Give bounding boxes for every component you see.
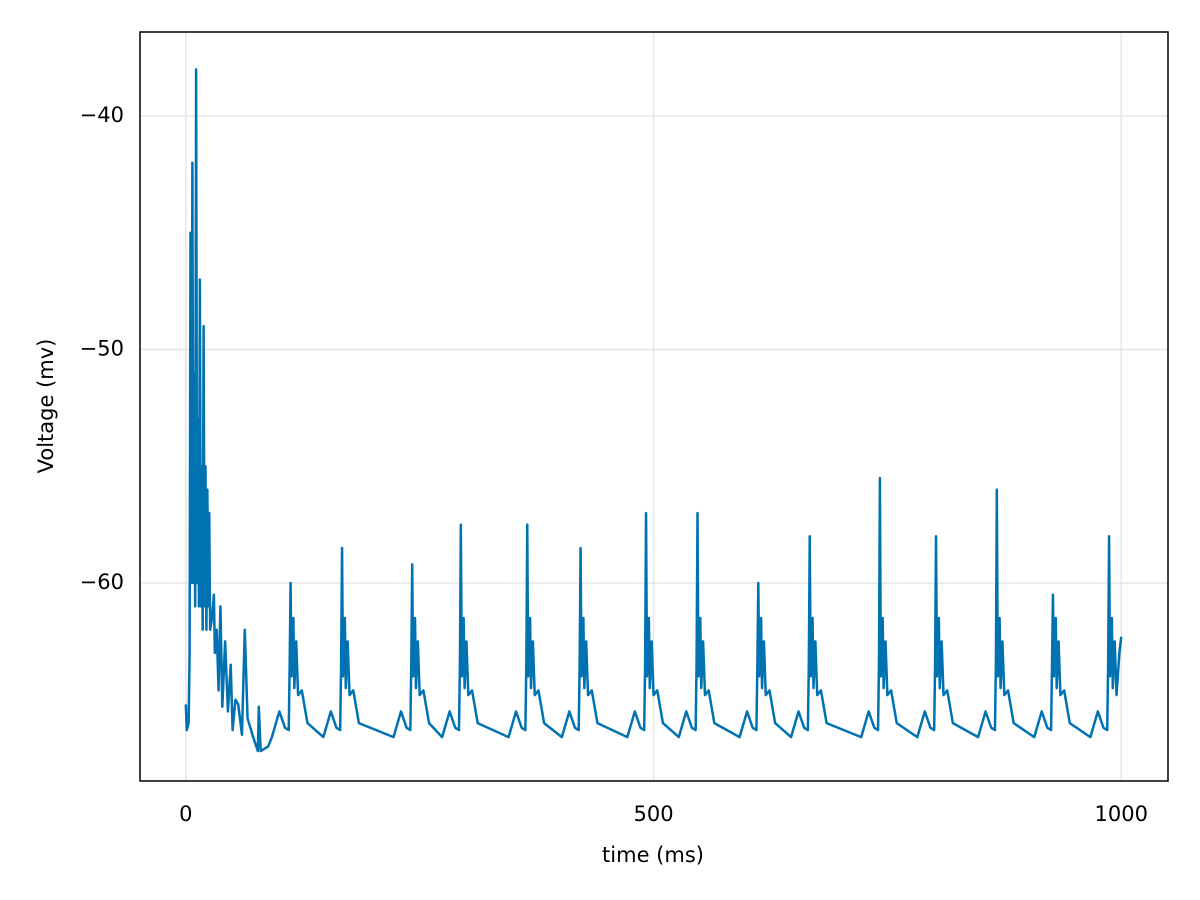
y-tick-label: −40 bbox=[80, 103, 124, 127]
y-tick-label: −60 bbox=[80, 570, 124, 594]
y-axis-label: Voltage (mv) bbox=[34, 339, 58, 474]
y-tick-label: −50 bbox=[80, 337, 124, 361]
line bbox=[184, 68, 1123, 753]
x-tick-label: 0 bbox=[179, 802, 192, 826]
plot-frame bbox=[139, 31, 1169, 782]
x-axis-label: time (ms) bbox=[602, 843, 704, 867]
x-tick-label: 500 bbox=[633, 802, 673, 826]
x-tick-label: 1000 bbox=[1095, 802, 1148, 826]
